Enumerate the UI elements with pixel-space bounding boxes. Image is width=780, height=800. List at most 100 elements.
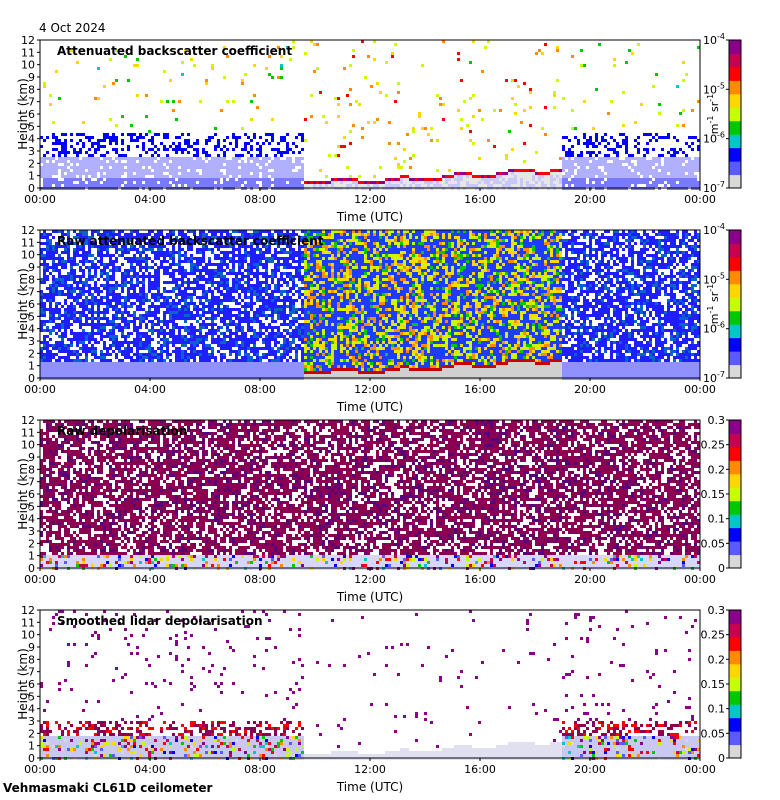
x-tick-label: 00:00 bbox=[684, 763, 716, 776]
x-tick-label: 00:00 bbox=[684, 573, 716, 586]
y-tick-label: 8 bbox=[28, 653, 35, 666]
y-tick-label: 7 bbox=[28, 286, 35, 299]
x-axis-label: Time (UTC) bbox=[336, 210, 403, 224]
y-axis-label: Height (km) bbox=[16, 648, 30, 719]
y-tick-label: 7 bbox=[28, 96, 35, 109]
x-tick-label: 12:00 bbox=[354, 573, 386, 586]
colorbar-tick-label: 0.2 bbox=[708, 653, 726, 666]
panel-title: Raw depolarisation bbox=[57, 424, 187, 438]
x-tick-label: 16:00 bbox=[464, 193, 496, 206]
y-tick-label: 8 bbox=[28, 83, 35, 96]
colorbar-tick-label: 0.1 bbox=[708, 513, 726, 526]
y-tick-label: 10 bbox=[21, 59, 35, 72]
y-tick-label: 11 bbox=[21, 426, 35, 439]
x-tick-label: 00:00 bbox=[24, 193, 56, 206]
colorbar-tick-label: 0.15 bbox=[701, 488, 726, 501]
y-tick-label: 1 bbox=[28, 550, 35, 563]
x-tick-label: 12:00 bbox=[354, 763, 386, 776]
y-tick-label: 2 bbox=[28, 347, 35, 360]
y-tick-label: 2 bbox=[28, 157, 35, 170]
y-tick-label: 9 bbox=[28, 261, 35, 274]
y-tick-label: 7 bbox=[28, 476, 35, 489]
y-tick-label: 5 bbox=[28, 310, 35, 323]
colorbar-tick-label: 0 bbox=[718, 562, 725, 575]
x-tick-label: 16:00 bbox=[464, 383, 496, 396]
y-tick-label: 0 bbox=[28, 182, 35, 195]
x-tick-label: 04:00 bbox=[134, 193, 166, 206]
colorbar: 0 0.05 0.1 0.15 0.2 0.25 0.3 bbox=[701, 414, 742, 575]
y-tick-label: 9 bbox=[28, 641, 35, 654]
x-tick-label: 04:00 bbox=[134, 383, 166, 396]
y-tick-label: 12 bbox=[21, 604, 35, 617]
colorbar-tick-label: 0 bbox=[718, 752, 725, 765]
x-tick-label: 00:00 bbox=[24, 763, 56, 776]
x-tick-label: 16:00 bbox=[464, 763, 496, 776]
y-tick-label: 3 bbox=[28, 525, 35, 538]
y-tick-label: 0 bbox=[28, 752, 35, 765]
colorbar-tick-label: 0.2 bbox=[708, 463, 726, 476]
y-tick-label: 5 bbox=[28, 500, 35, 513]
y-tick-label: 1 bbox=[28, 740, 35, 753]
colorbar-tick-label: 0.25 bbox=[701, 629, 726, 642]
colorbar-tick-label: 0.25 bbox=[701, 439, 726, 452]
colorbar: 10-710-610-510-4m-1 sr-1 bbox=[703, 32, 742, 195]
x-tick-label: 20:00 bbox=[574, 573, 606, 586]
colorbar: 0 0.05 0.1 0.15 0.2 0.25 0.3 bbox=[701, 604, 742, 765]
colorbar-tick-label: 10-4 bbox=[703, 222, 725, 237]
colorbar-tick-label: 0.05 bbox=[701, 727, 726, 740]
colorbar-tick-label: 10-7 bbox=[703, 370, 725, 385]
x-tick-label: 04:00 bbox=[134, 573, 166, 586]
y-tick-label: 11 bbox=[21, 46, 35, 59]
y-tick-label: 2 bbox=[28, 727, 35, 740]
y-tick-label: 1 bbox=[28, 360, 35, 373]
x-tick-label: 12:00 bbox=[354, 193, 386, 206]
colorbar-tick-label: 0.15 bbox=[701, 678, 726, 691]
y-tick-label: 4 bbox=[28, 703, 35, 716]
colorbar-tick-label: 0.3 bbox=[708, 604, 726, 617]
y-tick-label: 12 bbox=[21, 34, 35, 47]
heatmap-cells bbox=[40, 420, 700, 570]
y-tick-label: 12 bbox=[21, 414, 35, 427]
x-tick-label: 00:00 bbox=[24, 383, 56, 396]
y-axis-label: Height (km) bbox=[16, 268, 30, 339]
y-tick-label: 10 bbox=[21, 629, 35, 642]
colorbar-tick-label: 0.05 bbox=[701, 537, 726, 550]
colorbar-tick-label: 0.1 bbox=[708, 703, 726, 716]
y-tick-label: 8 bbox=[28, 273, 35, 286]
y-tick-label: 7 bbox=[28, 666, 35, 679]
panel-title: Smoothed lidar depolarisation bbox=[57, 614, 263, 628]
y-tick-label: 6 bbox=[28, 298, 35, 311]
y-tick-label: 8 bbox=[28, 463, 35, 476]
x-tick-label: 20:00 bbox=[574, 383, 606, 396]
y-tick-label: 6 bbox=[28, 488, 35, 501]
y-tick-label: 10 bbox=[21, 439, 35, 452]
x-tick-label: 08:00 bbox=[244, 573, 276, 586]
instrument-label: Vehmasmaki CL61D ceilometer bbox=[3, 781, 212, 795]
y-tick-label: 5 bbox=[28, 690, 35, 703]
panel-title: Raw attenuated backscatter coefficient bbox=[57, 234, 324, 248]
y-tick-label: 3 bbox=[28, 715, 35, 728]
heatmap-cells bbox=[40, 230, 700, 380]
y-tick-label: 3 bbox=[28, 145, 35, 158]
x-tick-label: 16:00 bbox=[464, 573, 496, 586]
colorbar-tick-label: 0.3 bbox=[708, 414, 726, 427]
chart-panel-2: Raw attenuated backscatter coefficient01… bbox=[16, 222, 742, 414]
y-tick-label: 11 bbox=[21, 616, 35, 629]
y-tick-label: 0 bbox=[28, 372, 35, 385]
x-tick-label: 08:00 bbox=[244, 763, 276, 776]
y-axis-label: Height (km) bbox=[16, 458, 30, 529]
colorbar: 10-710-610-510-4m-1 sr-1 bbox=[703, 222, 742, 385]
y-tick-label: 11 bbox=[21, 236, 35, 249]
y-tick-label: 2 bbox=[28, 537, 35, 550]
y-tick-label: 9 bbox=[28, 451, 35, 464]
date-label: 4 Oct 2024 bbox=[39, 21, 106, 35]
y-tick-label: 4 bbox=[28, 323, 35, 336]
y-tick-label: 1 bbox=[28, 170, 35, 183]
y-tick-label: 3 bbox=[28, 335, 35, 348]
x-axis-label: Time (UTC) bbox=[336, 400, 403, 414]
colorbar-tick-label: 10-4 bbox=[703, 32, 725, 47]
y-tick-label: 10 bbox=[21, 249, 35, 262]
x-tick-label: 04:00 bbox=[134, 763, 166, 776]
x-tick-label: 20:00 bbox=[574, 193, 606, 206]
y-tick-label: 12 bbox=[21, 224, 35, 237]
